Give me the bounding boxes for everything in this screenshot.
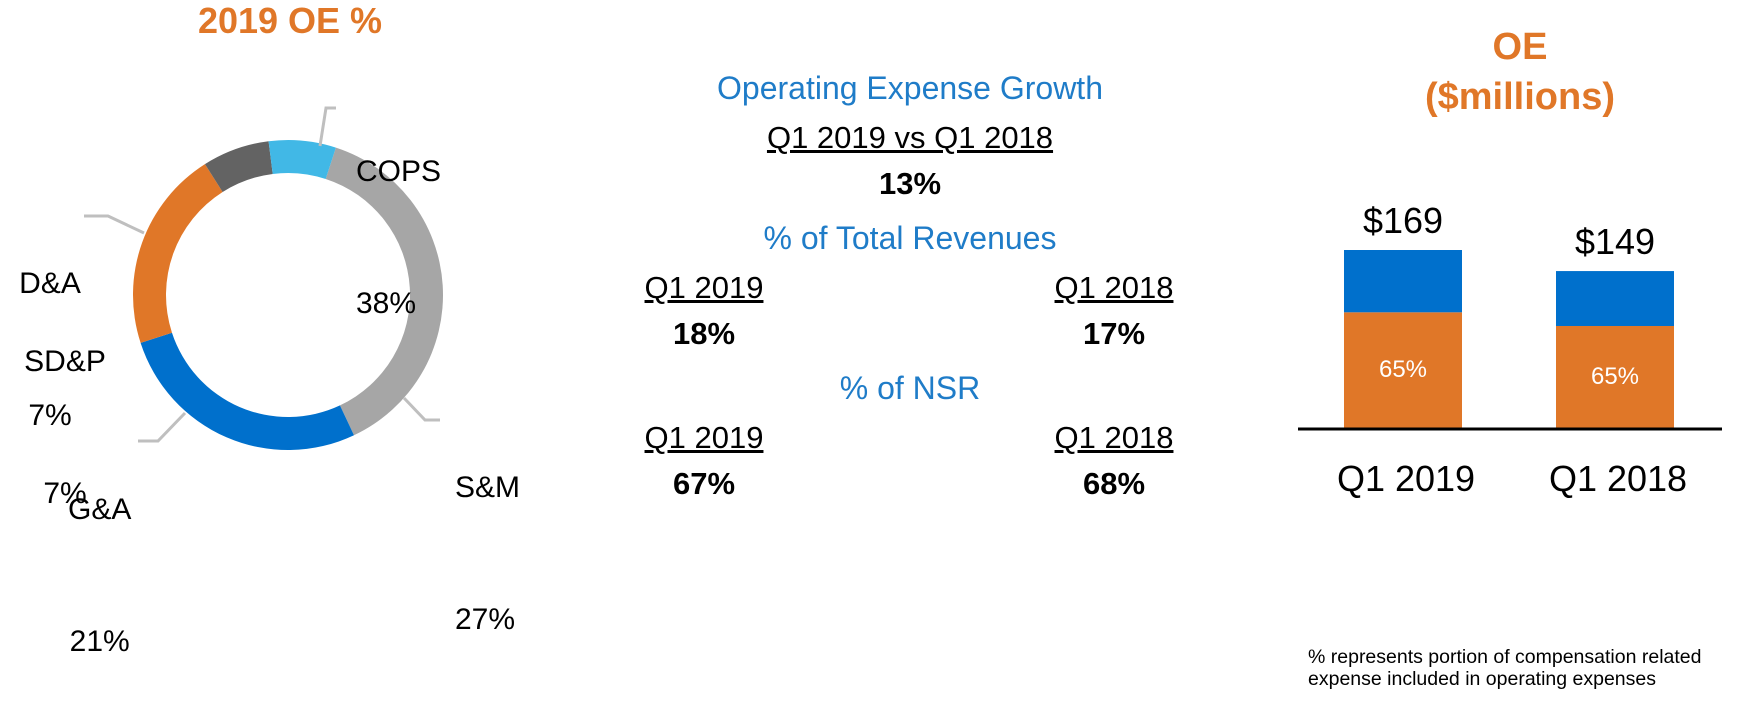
donut-title: 2019 OE %	[197, 0, 383, 41]
growth-value: 13%	[878, 166, 942, 201]
bar-segment-compensation-1	[1556, 325, 1674, 428]
bar-pct-label: 65%	[1590, 362, 1640, 390]
growth-period: Q1 2019 vs Q1 2018	[766, 120, 1054, 155]
growth-title: Operating Expense Growth	[717, 70, 1103, 106]
donut-slice-cops	[325, 147, 444, 436]
nsr-left-value: 67%	[672, 466, 736, 501]
bar-pct-label: 65%	[1378, 356, 1428, 384]
leader-line-ga	[138, 411, 187, 443]
revenue-left-period: Q1 2019	[644, 270, 764, 305]
bar-segment-other-1	[1556, 271, 1674, 326]
donut-chart	[84, 106, 444, 450]
bar-total-label: $169	[1362, 200, 1444, 241]
nsr-right-value: 68%	[1082, 466, 1146, 501]
revenue-left-value: 18%	[672, 316, 736, 351]
revenue-right-period: Q1 2018	[1054, 270, 1174, 305]
bar-category-q1-2018: Q1 2018	[1548, 458, 1688, 499]
donut-slice-ga	[133, 164, 223, 343]
leader-line-sm	[402, 396, 440, 422]
donut-label-sdp: SD&P 7%	[24, 345, 106, 510]
donut-label-ga: G&A 21%	[68, 493, 132, 658]
nsr-right-period: Q1 2018	[1054, 420, 1174, 455]
bar-segment-other-0	[1344, 250, 1462, 313]
donut-label-cops: COPS 38%	[356, 155, 442, 320]
donut-slice-da	[268, 140, 336, 179]
donut-slice-sdp	[204, 141, 273, 192]
bar-segment-compensation-0	[1344, 312, 1462, 428]
leader-line-cops	[318, 106, 336, 147]
footnote: % represents portion of compensation rel…	[1308, 646, 1702, 690]
nsr-title: % of NSR	[839, 370, 981, 406]
donut-slice-sm	[140, 332, 354, 450]
bar-chart-title: OE ($millions)	[1424, 26, 1616, 118]
donut-label-sm: S&M 27%	[455, 471, 521, 636]
nsr-left-period: Q1 2019	[644, 420, 764, 455]
revenue-title: % of Total Revenues	[763, 220, 1057, 256]
revenue-right-value: 17%	[1082, 316, 1146, 351]
donut-label-da: D&A 7%	[19, 267, 81, 432]
bar-category-q1-2019: Q1 2019	[1336, 458, 1476, 499]
leader-line-da	[84, 214, 145, 235]
bar-chart	[1298, 250, 1722, 431]
bar-total-label: $149	[1574, 221, 1656, 263]
